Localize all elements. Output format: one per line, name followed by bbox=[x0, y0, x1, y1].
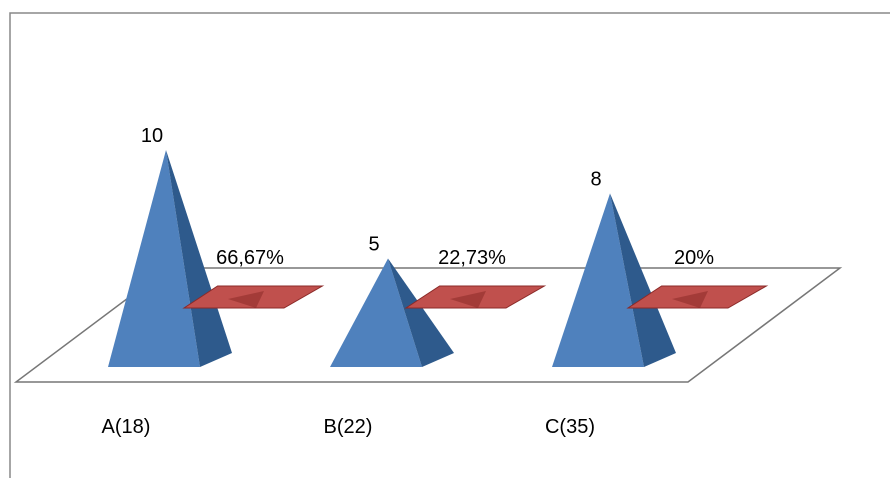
data-label-series-a: 5 bbox=[368, 234, 379, 256]
category-label: B(22) bbox=[324, 416, 373, 438]
pyramid-front-face bbox=[552, 193, 644, 367]
data-label-series-a: 8 bbox=[590, 168, 601, 190]
data-label-series-b: 20% bbox=[674, 247, 714, 269]
data-label-series-b: 22,73% bbox=[438, 247, 506, 269]
category-label: A(18) bbox=[102, 416, 151, 438]
chart-area-border bbox=[9, 12, 890, 478]
category-label: C(35) bbox=[545, 416, 595, 438]
flat-pyramid-shade bbox=[228, 291, 264, 308]
pyramid-side-face bbox=[166, 150, 232, 367]
pyramid-side-face bbox=[610, 193, 676, 367]
flat-pyramid-shade bbox=[450, 291, 486, 308]
data-label-series-b: 66,67% bbox=[216, 247, 284, 269]
pyramid-front-face bbox=[108, 150, 200, 367]
data-label-series-a: 10 bbox=[141, 125, 163, 147]
pyramid-front-face bbox=[330, 258, 422, 367]
flat-pyramid-shade bbox=[672, 291, 708, 308]
pyramid-side-face bbox=[388, 258, 454, 367]
